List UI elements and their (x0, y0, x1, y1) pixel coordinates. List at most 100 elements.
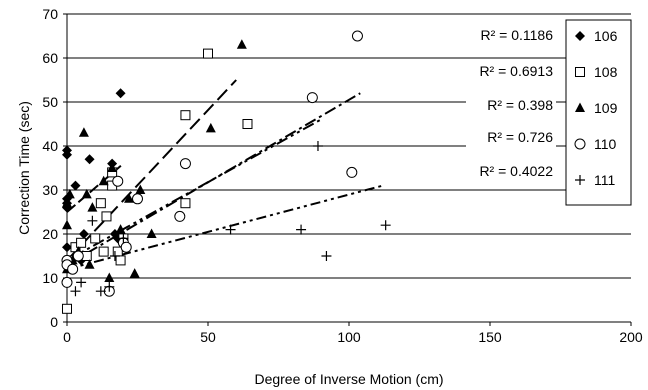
point-109-12 (107, 162, 118, 172)
legend-label-106: 106 (594, 28, 618, 44)
point-106-10 (78, 229, 89, 239)
point-108-7 (98, 246, 109, 257)
point-110-13 (346, 166, 358, 178)
point-111-1 (76, 277, 87, 288)
legend-label-111: 111 (594, 172, 615, 188)
gridlines (67, 13, 631, 279)
y-tick-label-60: 60 (42, 50, 58, 66)
point-110-10 (174, 210, 186, 222)
point-108-17 (242, 119, 253, 129)
point-106-1 (62, 145, 72, 156)
point-111-7 (225, 224, 236, 235)
r2-label-111: R² = 0.4022 (479, 163, 553, 179)
point-106-5 (62, 242, 72, 253)
legend-marker-111 (575, 175, 585, 185)
point-109-9 (87, 202, 98, 212)
x-tick-label-50: 50 (200, 329, 216, 345)
point-110-6 (112, 175, 124, 187)
point-109-17 (146, 228, 157, 238)
r2-label-110: R² = 0.726 (487, 129, 553, 145)
point-110-9 (132, 193, 143, 205)
point-106-11 (84, 154, 95, 165)
point-109-2 (62, 197, 72, 208)
legend-label-109: 109 (594, 100, 618, 116)
legend-marker-106 (575, 31, 585, 41)
point-110-1 (61, 276, 73, 288)
point-108-0 (62, 303, 72, 314)
point-108-16 (203, 48, 213, 59)
point-109-8 (84, 259, 95, 269)
point-108-15 (180, 198, 191, 209)
point-111-10 (321, 251, 332, 261)
point-111-9 (312, 141, 323, 151)
point-110-14 (351, 30, 363, 42)
point-109-14 (124, 193, 135, 203)
x-tick-label-150: 150 (478, 329, 502, 345)
y-tick-label-0: 0 (50, 314, 58, 330)
trendline-108 (66, 79, 237, 262)
r2-label-109: R² = 0.398 (487, 97, 553, 113)
point-109-1 (62, 219, 72, 230)
point-108-12 (115, 255, 126, 266)
point-111-6 (118, 233, 129, 244)
point-109-16 (135, 184, 146, 194)
tick-labels: 0 10 20 30 40 50 60 70 0 50 100 150 200 (42, 6, 642, 345)
legend-marker-110 (574, 138, 586, 150)
point-111-0 (70, 286, 81, 297)
x-tick-label-0: 0 (63, 329, 71, 345)
point-111-11 (380, 220, 391, 231)
r2-label-bg-111 (466, 161, 556, 181)
point-108-8 (101, 211, 112, 222)
point-109-10 (98, 175, 109, 186)
legend-label-110: 110 (594, 136, 617, 152)
point-109-13 (115, 224, 126, 234)
point-110-4 (72, 250, 84, 262)
r-squared-labels: R² = 0.1186 R² = 0.6913 R² = 0.398 R² = 0.7… (466, 25, 556, 181)
y-tick-label-30: 30 (42, 182, 58, 198)
point-110-3 (67, 263, 79, 275)
point-108-14 (180, 110, 191, 121)
y-tick-label-40: 40 (42, 138, 58, 154)
legend-marker-108 (575, 67, 585, 77)
r2-label-106: R² = 0.1186 (480, 27, 553, 43)
data-points (61, 30, 391, 314)
point-106-14 (115, 88, 126, 99)
r2-label-bg-108 (466, 61, 556, 81)
x-tick-label-100: 100 (337, 329, 361, 345)
r2-label-bg-109 (466, 95, 556, 115)
point-109-18 (205, 122, 216, 133)
point-108-6 (95, 198, 106, 209)
legend-label-108: 108 (594, 64, 618, 80)
legend: 106 108 109 110 111 (565, 19, 632, 206)
point-111-4 (104, 281, 115, 292)
point-110-11 (179, 158, 191, 170)
r2-label-bg-106 (466, 25, 556, 45)
point-111-5 (109, 251, 120, 261)
y-tick-label-50: 50 (42, 94, 58, 110)
point-111-2 (87, 215, 98, 226)
point-109-6 (78, 127, 89, 137)
y-tick-label-10: 10 (42, 270, 58, 286)
point-110-12 (306, 92, 318, 104)
point-109-3 (64, 188, 75, 199)
point-111-8 (296, 224, 307, 235)
r2-label-108: R² = 0.6913 (479, 63, 553, 79)
x-axis-title: Degree of Inverse Motion (cm) (254, 371, 443, 387)
trendline-110 (66, 118, 322, 262)
point-109-11 (104, 272, 115, 282)
point-111-3 (95, 286, 106, 297)
point-110-8 (120, 241, 132, 253)
legend-box (565, 19, 632, 206)
point-108-5 (90, 233, 101, 244)
legend-marker-109 (575, 102, 585, 112)
trendline-111 (66, 184, 384, 271)
point-109-7 (81, 188, 92, 199)
x-tick-label-200: 200 (619, 329, 643, 345)
y-tick-label-70: 70 (42, 6, 58, 22)
point-106-8 (70, 180, 81, 191)
point-109-15 (129, 268, 140, 278)
y-axis-title: Correction Time (sec) (16, 101, 32, 235)
y-tick-label-20: 20 (42, 226, 58, 242)
point-108-3 (76, 237, 87, 248)
